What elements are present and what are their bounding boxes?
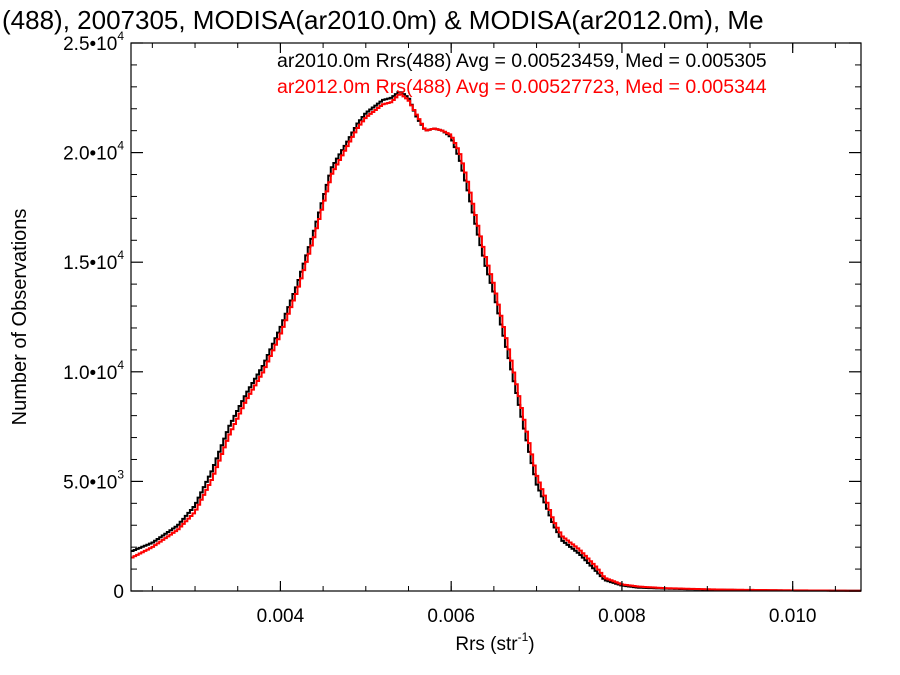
y-tick-label: 2.5•104 bbox=[63, 29, 124, 55]
y-tick-label: 2.0•104 bbox=[63, 139, 124, 165]
series-line-1 bbox=[131, 91, 861, 592]
ticks-layer: 0.004 0.006 0.008 0.010 0 5.0•103 1.0•104 1.5•1… bbox=[63, 29, 861, 627]
x-tick-label: 0.008 bbox=[598, 606, 646, 627]
x-axis-label-sup: -1 bbox=[518, 630, 529, 644]
y-tick-label: 0 bbox=[113, 582, 124, 603]
legend-entry-1: ar2010.0m Rrs(488) Avg = 0.00523459, Med… bbox=[277, 50, 767, 72]
x-axis-label-text: Rrs (str bbox=[455, 634, 518, 655]
legend: ar2010.0m Rrs(488) Avg = 0.00523459, Med… bbox=[277, 50, 767, 98]
y-tick-label: 1.5•104 bbox=[63, 248, 124, 274]
x-tick-label: 0.004 bbox=[257, 606, 305, 627]
legend-entry-2: ar2012.0m Rrs(488) Avg = 0.00527723, Med… bbox=[277, 76, 767, 98]
y-tick-label: 5.0•103 bbox=[63, 467, 124, 493]
plot-frame bbox=[130, 42, 862, 592]
series-layer bbox=[131, 91, 861, 592]
x-axis-label: Rrs (str-1) bbox=[455, 630, 534, 655]
y-tick-label: 1.0•104 bbox=[63, 358, 124, 384]
x-axis-label-close: ) bbox=[528, 634, 534, 655]
x-tick-label: 0.010 bbox=[769, 606, 817, 627]
chart-title: (488), 2007305, MODISA(ar2010.0m) & MODI… bbox=[2, 5, 764, 35]
y-axis-label: Number of Observations bbox=[9, 209, 31, 426]
series-line-2 bbox=[131, 93, 861, 592]
x-tick-label: 0.006 bbox=[427, 606, 475, 627]
